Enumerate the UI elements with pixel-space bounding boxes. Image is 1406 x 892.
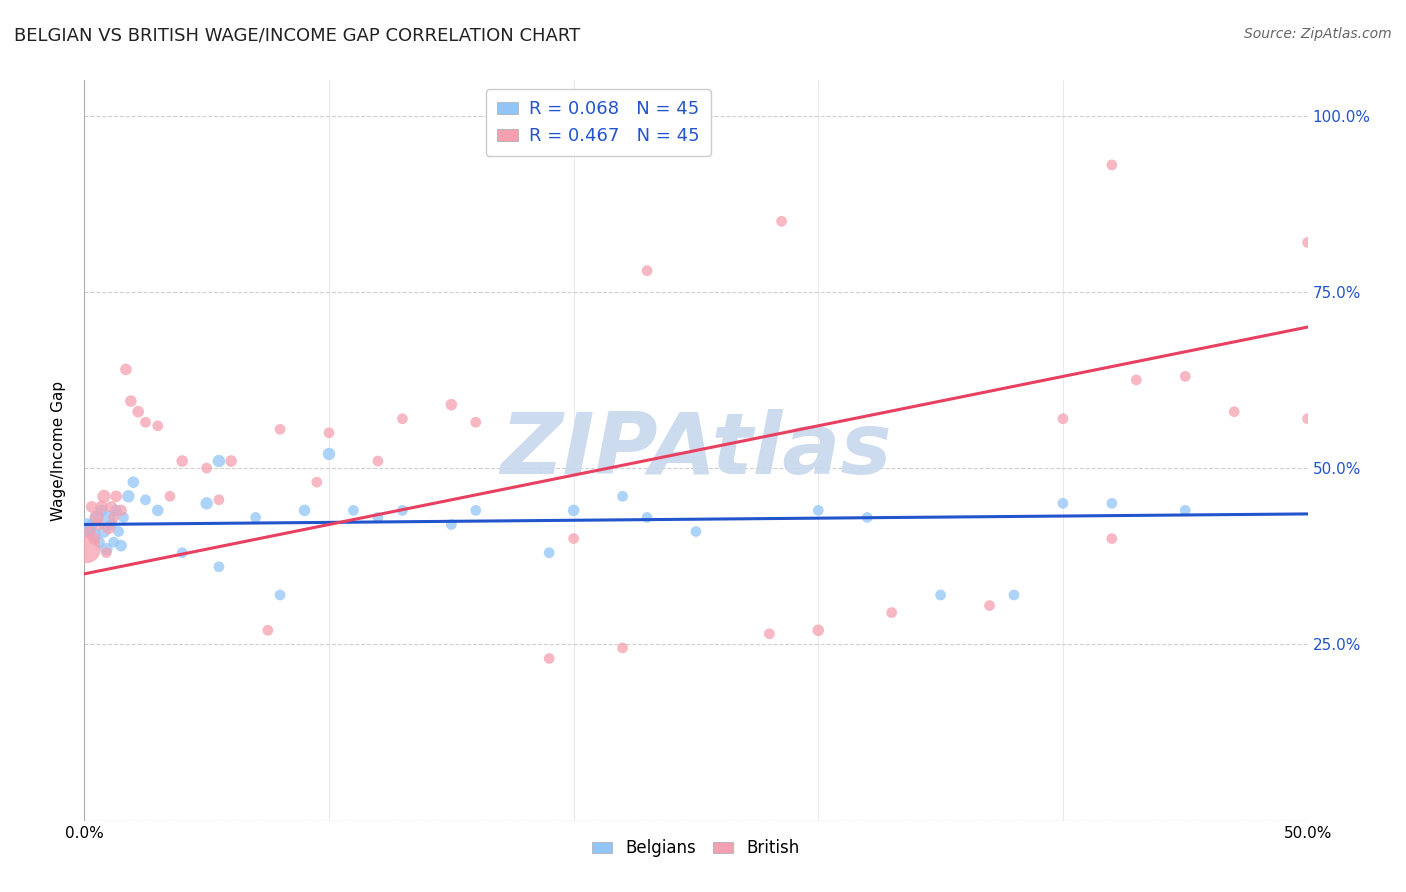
Point [77, 524, 100, 539]
Text: Source: ZipAtlas.com: Source: ZipAtlas.com [1244, 27, 1392, 41]
Point [269, 422, 291, 436]
Point [1052, 496, 1074, 510]
Point [685, 524, 707, 539]
Point [807, 503, 830, 517]
Point [1101, 532, 1123, 546]
Point [440, 517, 463, 532]
Point [86, 510, 108, 524]
Point [103, 510, 125, 524]
Point [1002, 588, 1025, 602]
Point [208, 492, 231, 507]
Point [1125, 373, 1147, 387]
Point [86, 510, 108, 524]
Point [464, 503, 486, 517]
Text: ZIPAtlas: ZIPAtlas [501, 409, 891, 492]
Point [1101, 496, 1123, 510]
Point [107, 524, 129, 539]
Point [391, 411, 413, 425]
Point [112, 510, 135, 524]
Point [391, 503, 413, 517]
Point [538, 651, 561, 665]
Point [538, 546, 561, 560]
Legend: Belgians, British: Belgians, British [586, 833, 806, 864]
Point [96, 546, 118, 560]
Point [172, 454, 194, 468]
Point [103, 535, 125, 549]
Point [195, 496, 218, 510]
Point [110, 539, 132, 553]
Point [245, 510, 267, 524]
Point [76, 542, 98, 557]
Point [90, 500, 112, 514]
Point [636, 510, 658, 524]
Point [87, 517, 110, 532]
Point [464, 415, 486, 429]
Point [146, 418, 169, 433]
Point [93, 524, 115, 539]
Text: BELGIAN VS BRITISH WAGE/INCOME GAP CORRELATION CHART: BELGIAN VS BRITISH WAGE/INCOME GAP CORRE… [14, 27, 581, 45]
Point [120, 394, 142, 409]
Point [93, 489, 115, 503]
Point [1174, 503, 1197, 517]
Point [929, 588, 952, 602]
Point [100, 517, 122, 532]
Y-axis label: Wage/Income Gap: Wage/Income Gap [51, 380, 66, 521]
Point [135, 415, 157, 429]
Point [318, 447, 340, 461]
Point [83, 528, 105, 542]
Point [83, 532, 105, 546]
Point [562, 532, 585, 546]
Point [636, 263, 658, 277]
Point [115, 362, 138, 376]
Point [1052, 411, 1074, 425]
Point [257, 624, 280, 638]
Point [159, 489, 181, 503]
Point [979, 599, 1001, 613]
Point [269, 588, 291, 602]
Point [96, 542, 118, 557]
Point [80, 500, 103, 514]
Point [440, 398, 463, 412]
Point [77, 524, 100, 539]
Point [305, 475, 328, 490]
Point [90, 503, 112, 517]
Point [1101, 158, 1123, 172]
Point [146, 503, 169, 517]
Point [294, 503, 316, 517]
Point [76, 521, 98, 535]
Point [208, 454, 231, 468]
Point [612, 640, 634, 655]
Point [208, 559, 231, 574]
Point [172, 546, 194, 560]
Point [110, 503, 132, 517]
Point [1296, 235, 1319, 250]
Point [562, 503, 585, 517]
Point [1296, 411, 1319, 425]
Point [97, 521, 120, 535]
Point [195, 461, 218, 475]
Point [367, 454, 389, 468]
Point [122, 475, 145, 490]
Point [612, 489, 634, 503]
Point [1174, 369, 1197, 384]
Point [87, 535, 110, 549]
Point [770, 214, 793, 228]
Point [880, 606, 903, 620]
Point [758, 627, 780, 641]
Point [367, 510, 389, 524]
Point [1223, 405, 1246, 419]
Point [135, 492, 157, 507]
Point [807, 624, 830, 638]
Point [219, 454, 242, 468]
Point [105, 503, 128, 517]
Point [856, 510, 879, 524]
Point [117, 489, 139, 503]
Point [127, 405, 149, 419]
Point [342, 503, 364, 517]
Point [100, 500, 122, 514]
Point [97, 510, 120, 524]
Point [80, 517, 103, 532]
Point [105, 489, 128, 503]
Point [318, 425, 340, 440]
